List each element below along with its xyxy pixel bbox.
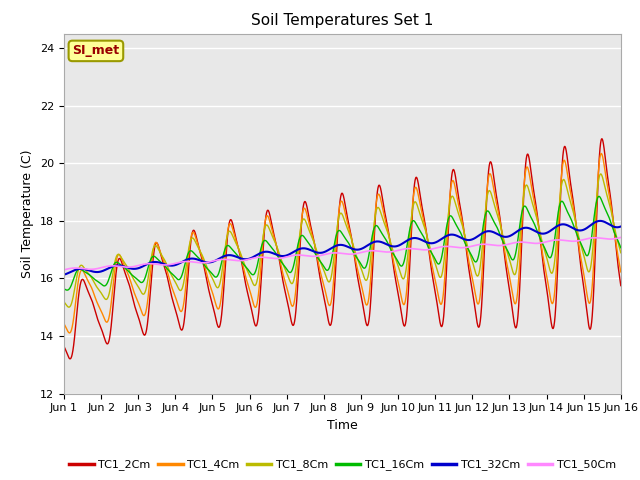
TC1_2Cm (60, 344, 68, 349)
TC1_32Cm (60, 272, 68, 277)
TC1_2Cm (124, 277, 132, 283)
Line: TC1_32Cm: TC1_32Cm (64, 221, 621, 275)
TC1_16Cm (60, 286, 68, 291)
TC1_16Cm (298, 232, 306, 238)
TC1_50Cm (60, 267, 68, 273)
TC1_8Cm (65, 304, 73, 310)
Line: TC1_2Cm: TC1_2Cm (64, 139, 621, 359)
TC1_8Cm (274, 246, 282, 252)
TC1_8Cm (597, 171, 605, 177)
Y-axis label: Soil Temperature (C): Soil Temperature (C) (22, 149, 35, 278)
TC1_50Cm (124, 264, 131, 270)
TC1_2Cm (606, 192, 614, 198)
TC1_8Cm (546, 268, 554, 274)
TC1_8Cm (298, 219, 306, 225)
TC1_32Cm (124, 264, 131, 270)
Line: TC1_8Cm: TC1_8Cm (64, 174, 621, 307)
TC1_4Cm (157, 251, 164, 256)
Title: Soil Temperatures Set 1: Soil Temperatures Set 1 (252, 13, 433, 28)
TC1_2Cm (298, 216, 306, 222)
Line: TC1_4Cm: TC1_4Cm (64, 154, 621, 333)
TC1_4Cm (274, 247, 282, 253)
Text: SI_met: SI_met (72, 44, 120, 58)
TC1_4Cm (606, 198, 614, 204)
TC1_8Cm (124, 264, 132, 270)
TC1_32Cm (274, 252, 282, 258)
Legend: TC1_2Cm, TC1_4Cm, TC1_8Cm, TC1_16Cm, TC1_32Cm, TC1_50Cm: TC1_2Cm, TC1_4Cm, TC1_8Cm, TC1_16Cm, TC1… (65, 455, 620, 475)
TC1_50Cm (298, 252, 305, 258)
TC1_2Cm (274, 248, 282, 254)
Line: TC1_50Cm: TC1_50Cm (64, 238, 621, 270)
TC1_2Cm (67, 356, 74, 362)
TC1_8Cm (157, 251, 164, 256)
TC1_32Cm (606, 222, 614, 228)
TC1_2Cm (157, 252, 164, 257)
TC1_16Cm (124, 267, 132, 273)
TC1_16Cm (595, 193, 603, 199)
TC1_50Cm (274, 256, 282, 262)
TC1_50Cm (157, 262, 164, 268)
TC1_50Cm (617, 235, 625, 240)
TC1_4Cm (66, 330, 74, 336)
TC1_16Cm (606, 218, 614, 224)
TC1_2Cm (598, 136, 605, 142)
TC1_32Cm (617, 224, 625, 229)
TC1_2Cm (617, 283, 625, 288)
TC1_2Cm (546, 312, 554, 317)
TC1_4Cm (546, 293, 554, 299)
TC1_4Cm (617, 269, 625, 275)
TC1_4Cm (298, 215, 306, 220)
TC1_50Cm (606, 236, 614, 242)
TC1_32Cm (157, 260, 164, 266)
TC1_50Cm (546, 238, 554, 244)
TC1_16Cm (617, 245, 625, 251)
X-axis label: Time: Time (327, 419, 358, 432)
TC1_8Cm (606, 204, 614, 210)
TC1_16Cm (157, 259, 164, 265)
TC1_32Cm (596, 218, 604, 224)
TC1_4Cm (598, 151, 605, 156)
TC1_16Cm (546, 255, 554, 261)
TC1_16Cm (274, 253, 282, 259)
TC1_4Cm (60, 321, 68, 326)
TC1_32Cm (298, 246, 305, 252)
TC1_32Cm (546, 228, 554, 234)
TC1_8Cm (60, 299, 68, 305)
TC1_4Cm (124, 270, 132, 276)
Line: TC1_16Cm: TC1_16Cm (64, 196, 621, 290)
TC1_8Cm (617, 250, 625, 256)
TC1_16Cm (63, 287, 71, 293)
